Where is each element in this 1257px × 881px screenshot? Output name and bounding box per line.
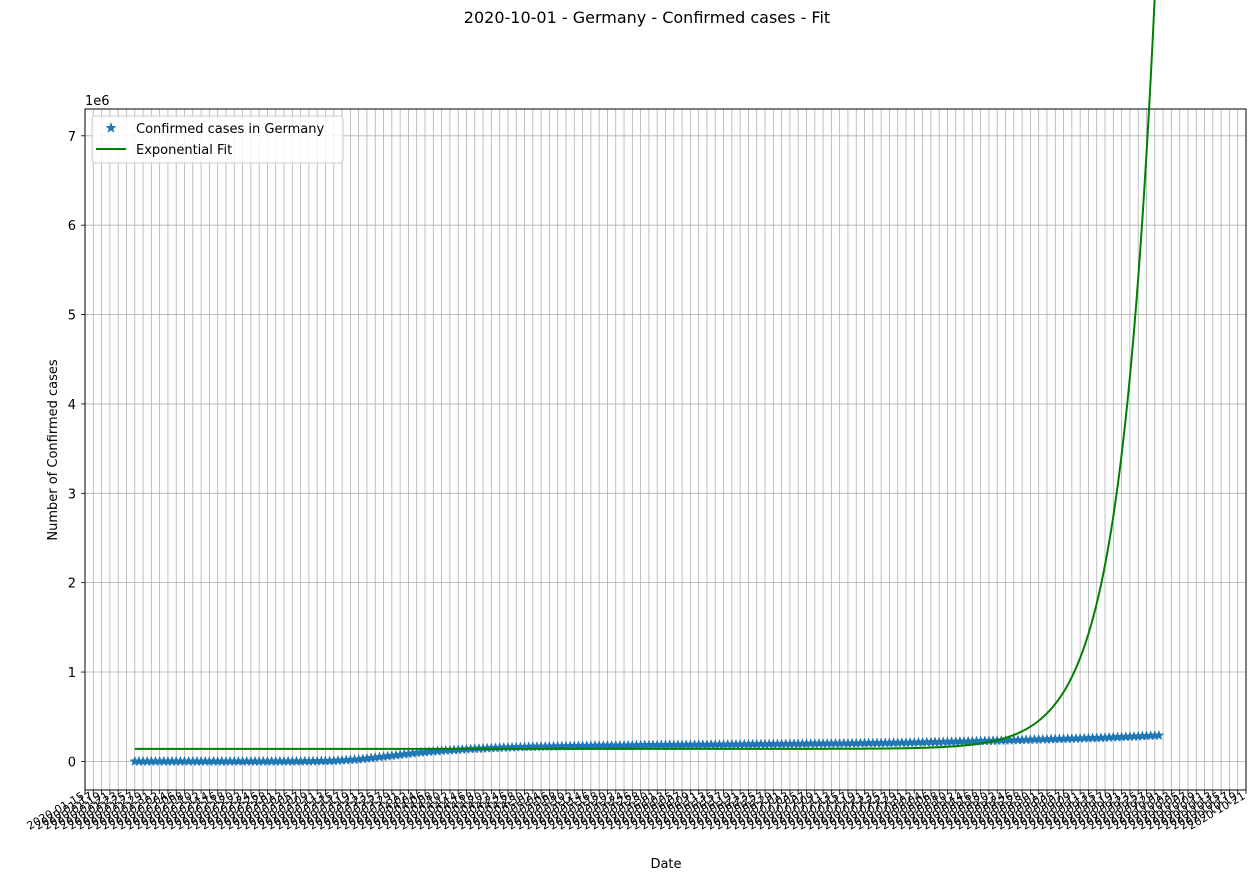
y-axis-label: Number of Confirmed cases <box>46 359 61 541</box>
plot-area: 2020-01-152020-01-172020-01-192020-01-21… <box>25 0 1248 833</box>
legend-frame <box>91 115 344 164</box>
confirmed-point <box>1153 729 1165 741</box>
y-tick-label: 3 <box>68 487 76 502</box>
x-axis-label: Date <box>650 857 681 872</box>
axes-frame <box>84 108 1247 791</box>
fit-line <box>134 0 1156 750</box>
legend-label-confirmed: Confirmed cases in Germany <box>136 122 324 137</box>
legend: Confirmed cases in Germany Exponential F… <box>91 115 344 164</box>
y-tick-label: 4 <box>68 398 76 413</box>
y-tick-label: 2 <box>68 577 76 592</box>
y-tick-label: 6 <box>68 219 76 234</box>
y-tick-label: 0 <box>68 755 76 770</box>
confirmed-series <box>129 729 1165 767</box>
legend-label-fit: Exponential Fit <box>136 143 232 158</box>
legend-star-marker <box>105 122 117 133</box>
figure-title: 2020-10-01 - Germany - Confirmed cases -… <box>464 8 830 27</box>
y-offset-label: 1e6 <box>85 94 110 109</box>
y-tick-label: 1 <box>68 666 76 681</box>
y-tick-label: 7 <box>68 130 76 145</box>
y-tick-label: 5 <box>68 309 76 324</box>
